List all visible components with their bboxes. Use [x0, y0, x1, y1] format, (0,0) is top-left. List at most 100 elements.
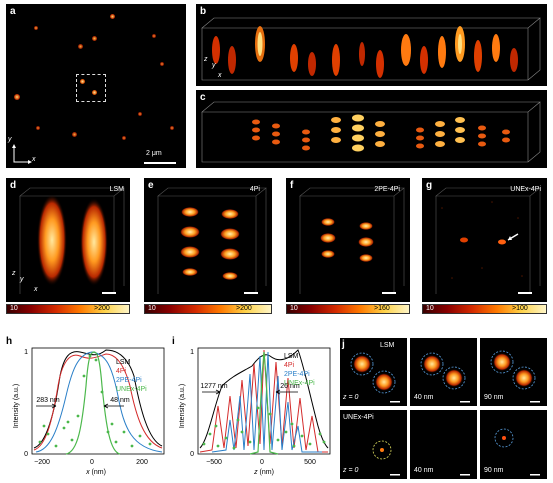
j-spots [490, 350, 540, 403]
x-axis-label: x (nm) [85, 469, 106, 476]
panel-title: 2PE-4Pi [374, 186, 400, 193]
x-tick: 0 [260, 459, 264, 466]
curve-unex-4pi [249, 351, 279, 455]
j-spots [372, 440, 400, 476]
bead [122, 136, 126, 140]
panel-label: c [200, 92, 206, 103]
panel-title: 4Pi [249, 186, 260, 193]
curve-2pe-4pi [211, 351, 322, 453]
panel-title: UNEx-4Pi [343, 414, 374, 421]
axis-label-y: y [8, 136, 12, 143]
panel-label: f [290, 180, 294, 191]
y-tick: 1 [190, 349, 194, 356]
unex-4pi-psf [435, 187, 541, 294]
plot-h-svg: Intensity (a.u.) 1 0 −200 0 200 x (nm) 2… [13, 347, 165, 476]
lobes [252, 114, 510, 152]
panel-label: e [148, 180, 154, 191]
j-spots [350, 352, 400, 403]
panel-title: LSM [109, 186, 124, 193]
z-label: 90 nm [484, 467, 504, 474]
panel-label: g [426, 180, 433, 191]
y-axis-label: Intensity (a.u.) [179, 384, 186, 428]
x-tick: 500 [304, 459, 316, 466]
axis-label-x: x [32, 156, 36, 163]
bead [34, 26, 38, 30]
x-tick: −200 [34, 459, 50, 466]
bead [36, 126, 40, 130]
panel-d-image: d LSM z y x [6, 178, 130, 302]
y-tick: 0 [190, 451, 194, 458]
j-spots [420, 352, 470, 403]
colorbar-max: >100 [512, 305, 528, 312]
colorbar-min: 10 [426, 305, 434, 312]
j-bottom-3: 90 nm [480, 410, 547, 479]
y-tick: 1 [24, 349, 28, 356]
panel-f-image: f 2PE-4Pi [286, 178, 410, 302]
2pe-4pi-psf [299, 187, 405, 294]
y-axis-label: Intensity (a.u.) [13, 384, 20, 428]
legend-entry: 2PE-4Pi [116, 377, 142, 384]
panel-label: b [200, 6, 207, 17]
j-top-1: j LSM z = 0 [340, 338, 407, 406]
bead [138, 112, 142, 116]
panel-b-image: b z y x [196, 4, 547, 86]
curve-lsm [199, 349, 329, 449]
z-label: z = 0 [343, 394, 359, 401]
panel-title: LSM [380, 342, 395, 349]
y-tick: 0 [24, 451, 28, 458]
z-label: 90 nm [484, 394, 504, 401]
colorbar-g [422, 304, 547, 314]
curve-2pe-4pi [35, 351, 163, 453]
bead [110, 14, 115, 19]
plot-i-svg: Intensity (a.u.) 1 0 −500 0 500 z (nm) 1… [179, 347, 331, 476]
z-label: 40 nm [414, 394, 434, 401]
axis-label-y: y [20, 276, 24, 283]
axes-indicator [12, 144, 32, 164]
j-bottom-2: 40 nm [410, 410, 477, 479]
colorbar-min: 10 [148, 305, 156, 312]
annotation: 1277 nm [200, 383, 227, 390]
volume-box [201, 101, 541, 163]
legend-entry: 4Pi [116, 368, 127, 375]
volume-box [201, 17, 541, 81]
legend-entry: UNEx-4Pi [116, 386, 147, 393]
annotation: 26 nm [280, 383, 300, 390]
panel-label: j [342, 339, 345, 350]
colorbar-f [286, 304, 410, 314]
legend-entry: 2PE-4Pi [284, 371, 310, 378]
panel-g-image: g UNEx-4Pi [422, 178, 547, 302]
colorbar-max: >200 [94, 305, 110, 312]
z-label: 40 nm [414, 467, 434, 474]
bead [14, 94, 20, 100]
legend-entry: LSM [116, 359, 131, 366]
colorbar-min: 10 [10, 305, 18, 312]
bead [152, 34, 156, 38]
colorbar-min: 10 [290, 305, 298, 312]
j-top-2: 40 nm [410, 338, 477, 406]
axis-label-z: z [204, 56, 208, 63]
j-bottom-1: UNEx-4Pi z = 0 [340, 410, 407, 479]
x-tick: 0 [90, 459, 94, 466]
annotation: 283 nm [36, 397, 60, 404]
bead [160, 62, 164, 66]
legend-entry: UNEx-4Pi [284, 380, 315, 387]
colorbar-max: >160 [374, 305, 390, 312]
x-tick: 200 [136, 459, 148, 466]
j-spots [494, 428, 540, 476]
panel-title: UNEx-4Pi [510, 186, 541, 193]
bead [80, 79, 85, 84]
lsm-psf [19, 187, 125, 294]
colorbar-max: >200 [236, 305, 252, 312]
colorbar-e [144, 304, 272, 314]
curve-unex-4pi [65, 351, 121, 455]
colorbar-d [6, 304, 130, 314]
curve-4pi [199, 349, 328, 453]
panel-e-image: e 4Pi [144, 178, 272, 302]
annotation: 48 nm [110, 397, 130, 404]
streaks [212, 26, 518, 78]
j-spots [460, 474, 470, 476]
x-axis-var: x [85, 469, 90, 476]
x-axis-var: z [253, 469, 258, 476]
j-top-3: 90 nm [480, 338, 547, 406]
panel-a-image: a y x 2 μm [6, 4, 186, 168]
